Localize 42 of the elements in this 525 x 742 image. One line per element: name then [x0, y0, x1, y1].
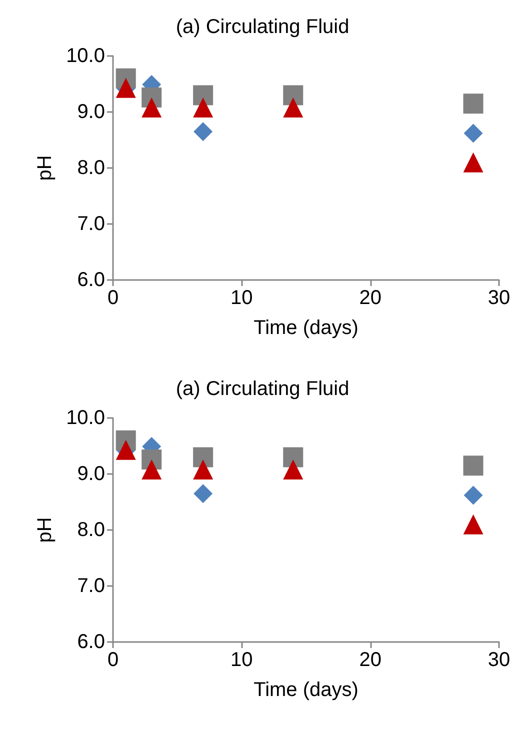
x-axis-title: Time (days) [254, 317, 358, 339]
x-tick-label: 10 [230, 287, 253, 309]
y-axis-title: pH [34, 517, 56, 543]
point [283, 447, 304, 468]
point [464, 124, 483, 143]
x-tick-label: 10 [230, 649, 253, 671]
x-tick-label: 0 [107, 287, 119, 309]
point [142, 98, 162, 118]
point [194, 122, 213, 142]
y-tick-label: 6.0 [77, 269, 105, 291]
y-axis-title: pH [34, 155, 56, 181]
y-tick-label: 9.0 [77, 101, 105, 123]
y-tick-label: 10.0 [66, 45, 105, 67]
chart-title: (a) Circulating Fluid [176, 16, 350, 38]
point [193, 85, 214, 106]
chart-title: (a) Circulating Fluid [176, 378, 350, 400]
point [283, 460, 304, 480]
x-tick-label: 20 [359, 287, 382, 309]
point [283, 85, 304, 106]
x-tick-label: 20 [359, 649, 382, 671]
x-tick-label: 30 [488, 649, 510, 671]
point [283, 98, 304, 118]
point [463, 514, 484, 534]
point [193, 460, 214, 480]
y-tick-label: 9.0 [77, 463, 105, 485]
y-tick-label: 6.0 [77, 631, 105, 653]
point [193, 98, 214, 118]
point [142, 460, 162, 480]
y-tick-label: 10.0 [66, 407, 105, 429]
point [193, 447, 214, 468]
point [464, 486, 483, 505]
x-tick-label: 0 [107, 649, 119, 671]
point [194, 484, 213, 504]
point [463, 152, 484, 172]
point [463, 456, 484, 476]
y-tick-label: 8.0 [77, 157, 105, 179]
y-tick-label: 7.0 [77, 213, 105, 235]
y-tick-label: 8.0 [77, 519, 105, 541]
x-axis-title: Time (days) [254, 679, 358, 701]
x-tick-label: 30 [488, 287, 510, 309]
point [463, 94, 484, 114]
y-tick-label: 7.0 [77, 575, 105, 597]
